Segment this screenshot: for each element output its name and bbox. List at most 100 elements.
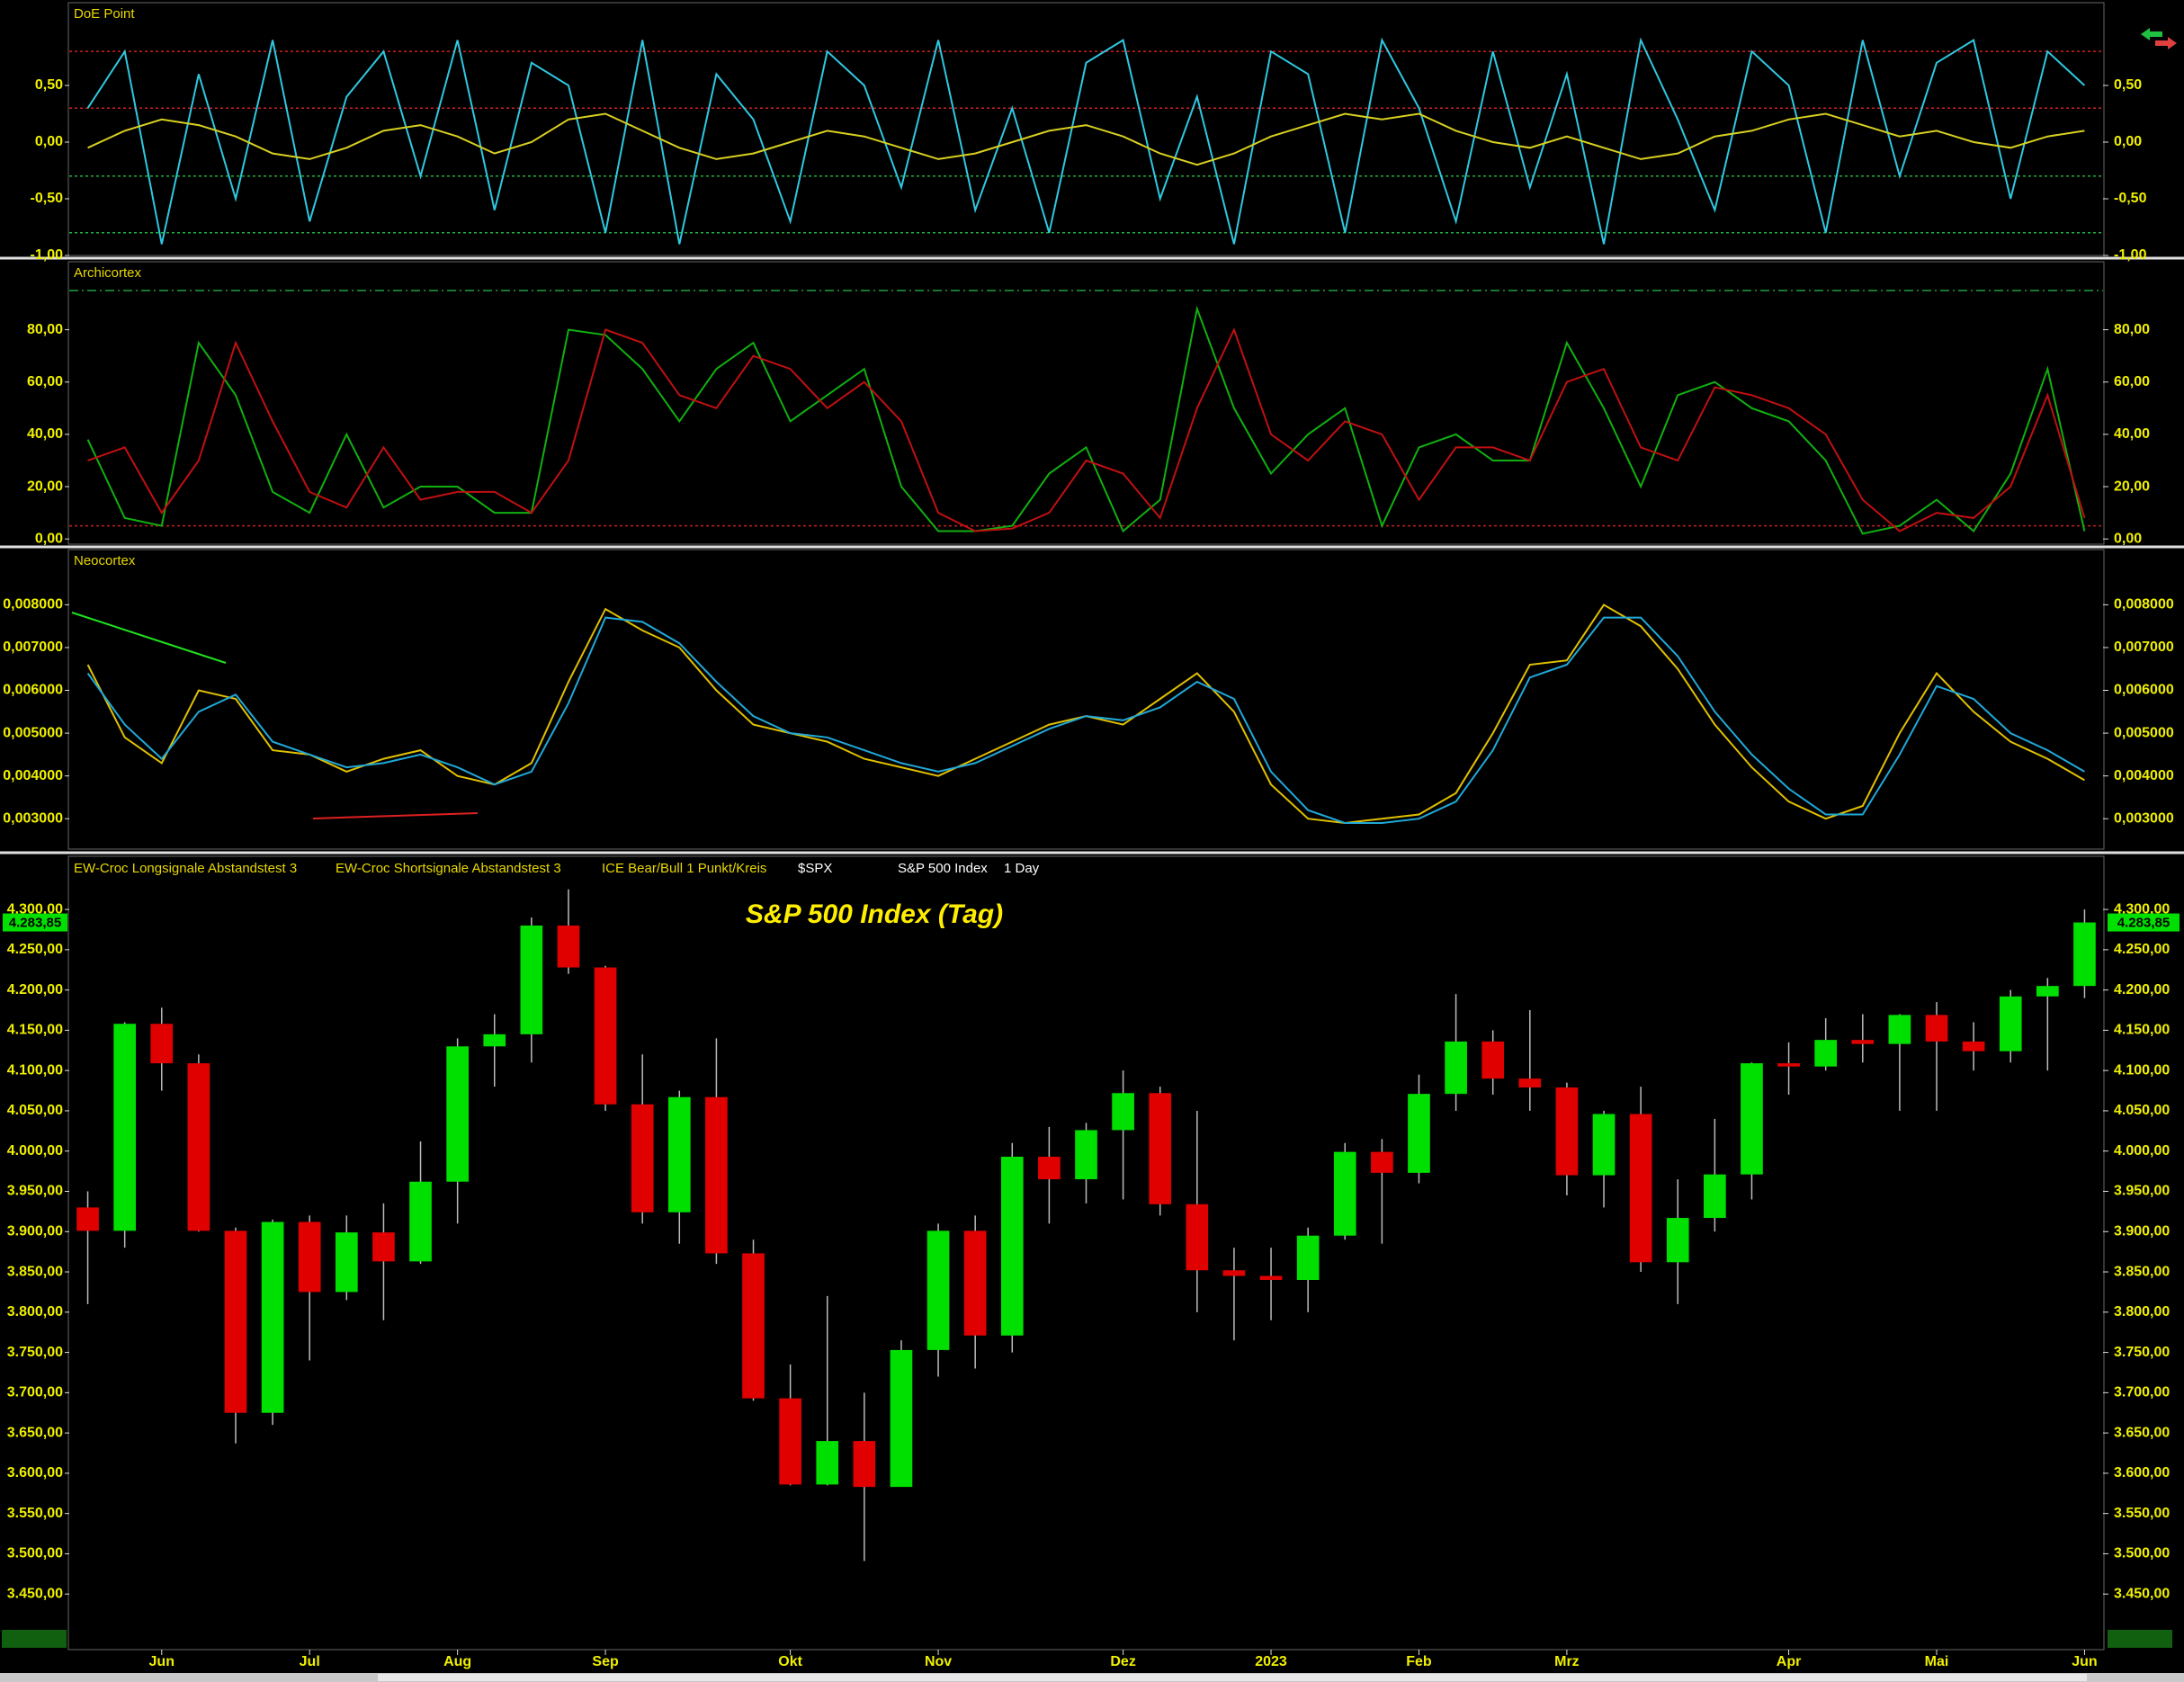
x-tick-label: Mai [1925, 1654, 1949, 1669]
y-tick-label-left: 0,008000 [3, 597, 63, 613]
y-tick-label-right: 3.550,00 [2114, 1506, 2170, 1521]
scale-box [2108, 1630, 2172, 1648]
candle-body [335, 1232, 358, 1293]
candle-body [1666, 1218, 1689, 1263]
y-tick-label-right: 3.850,00 [2114, 1264, 2170, 1279]
candle-body [1704, 1174, 1726, 1219]
candle-body [1445, 1041, 1467, 1095]
y-tick-label-right: 3.800,00 [2114, 1304, 2170, 1320]
y-tick-label-left: 3.450,00 [7, 1586, 63, 1601]
candle-body [372, 1232, 395, 1262]
y-tick-label-left: 0,004000 [3, 768, 63, 783]
y-tick-label-right: 3.650,00 [2114, 1425, 2170, 1440]
candle-body [1814, 1040, 1838, 1067]
candle-body [1629, 1114, 1652, 1263]
candle-body [1000, 1156, 1024, 1336]
candle-body [890, 1349, 913, 1488]
panel-frame [67, 855, 2105, 1651]
candle-body [1038, 1156, 1061, 1180]
candle-body [667, 1096, 691, 1212]
y-tick-label-left: 3.800,00 [7, 1304, 63, 1320]
y-tick-label-left: 0,005000 [3, 725, 63, 740]
header-label: ICE Bear/Bull 1 Punkt/Kreis [602, 861, 766, 876]
y-tick-label-left: -1,00 [31, 247, 64, 263]
y-tick-label-right: 80,00 [2114, 322, 2150, 337]
y-tick-label-right: 40,00 [2114, 426, 2150, 442]
candle-body [1888, 1015, 1911, 1044]
candle-body [705, 1096, 728, 1254]
x-tick-label: Jun [2072, 1654, 2097, 1669]
y-tick-label-right: 3.450,00 [2114, 1586, 2170, 1601]
y-tick-label-left: 4.250,00 [7, 942, 63, 957]
y-tick-label-left: 4.150,00 [7, 1023, 63, 1038]
candle-body [1592, 1114, 1616, 1176]
y-tick-label-right: 3.900,00 [2114, 1223, 2170, 1239]
y-tick-label-right: 4.150,00 [2114, 1023, 2170, 1038]
candle-body [150, 1024, 174, 1064]
candle-body [557, 926, 580, 968]
candle-body [187, 1063, 210, 1231]
candle-body [224, 1230, 247, 1413]
candle-body [2073, 922, 2096, 987]
y-tick-label-left: 4.100,00 [7, 1062, 63, 1078]
candle-body [1186, 1203, 1209, 1271]
trendline [312, 812, 479, 819]
candle-body [1222, 1270, 1246, 1276]
panel-frame [67, 549, 2105, 850]
y-tick-label-right: 3.700,00 [2114, 1385, 2170, 1400]
candle-body [2036, 986, 2059, 997]
y-tick-label-right: -1,00 [2114, 247, 2147, 263]
y-tick-label-left: 3.500,00 [7, 1546, 63, 1561]
y-tick-label-right: 0,00 [2114, 531, 2142, 546]
y-tick-label-left: 20,00 [27, 479, 63, 494]
candle-body [1518, 1078, 1542, 1087]
indicator-line [86, 616, 2085, 824]
y-tick-label-left: 3.900,00 [7, 1223, 63, 1239]
y-tick-label-left: 3.600,00 [7, 1465, 63, 1481]
y-tick-label-right: 0,008000 [2114, 597, 2174, 613]
x-tick-label: Dez [1110, 1654, 1135, 1669]
candle-body [483, 1033, 506, 1047]
candle-body [1741, 1063, 1763, 1175]
last-price-tag [3, 913, 67, 932]
y-tick-label-left: 4.200,00 [7, 982, 63, 998]
y-tick-label-right: 4.200,00 [2114, 982, 2170, 998]
chart-title: S&P 500 Index (Tag) [746, 899, 1003, 929]
scrollbar-thumb[interactable] [378, 1674, 2087, 1681]
y-tick-label-left: 3.700,00 [7, 1385, 63, 1400]
y-tick-label-right: -0,50 [2114, 191, 2147, 206]
candle-body [1999, 996, 2022, 1051]
candle-body [261, 1221, 284, 1413]
y-tick-label-left: 0,006000 [3, 683, 63, 698]
candle-body [1408, 1094, 1430, 1173]
y-tick-label-right: 0,003000 [2114, 810, 2174, 826]
last-price-label: 4.283,85 [2117, 916, 2170, 931]
y-tick-label-right: 3.950,00 [2114, 1184, 2170, 1199]
x-tick-label: Nov [925, 1654, 952, 1669]
candle-body [76, 1207, 99, 1231]
indicator-line [86, 37, 2086, 245]
candle-body [779, 1398, 801, 1485]
x-tick-label: 2023 [1255, 1654, 1287, 1669]
y-tick-label-right: 0,006000 [2114, 683, 2174, 698]
y-tick-label-right: 3.500,00 [2114, 1546, 2170, 1561]
candle-body [1075, 1130, 1097, 1180]
y-tick-label-left: 40,00 [27, 426, 63, 442]
indicator-line [87, 327, 2086, 532]
header-label: 1 Day [1004, 861, 1040, 876]
y-tick-label-left: 4.050,00 [7, 1103, 63, 1118]
x-tick-label: Jun [149, 1654, 175, 1669]
y-tick-label-left: 0,00 [35, 134, 63, 149]
panel-frame [67, 2, 2105, 256]
candle-body [520, 926, 543, 1034]
y-tick-label-right: 3.600,00 [2114, 1465, 2170, 1481]
y-tick-label-left: 0,00 [35, 531, 63, 546]
candle-body [1777, 1063, 1800, 1067]
candle-body [1481, 1041, 1505, 1079]
x-tick-label: Sep [592, 1654, 619, 1669]
candle-body [853, 1441, 876, 1488]
sync-icon[interactable] [2141, 28, 2177, 49]
